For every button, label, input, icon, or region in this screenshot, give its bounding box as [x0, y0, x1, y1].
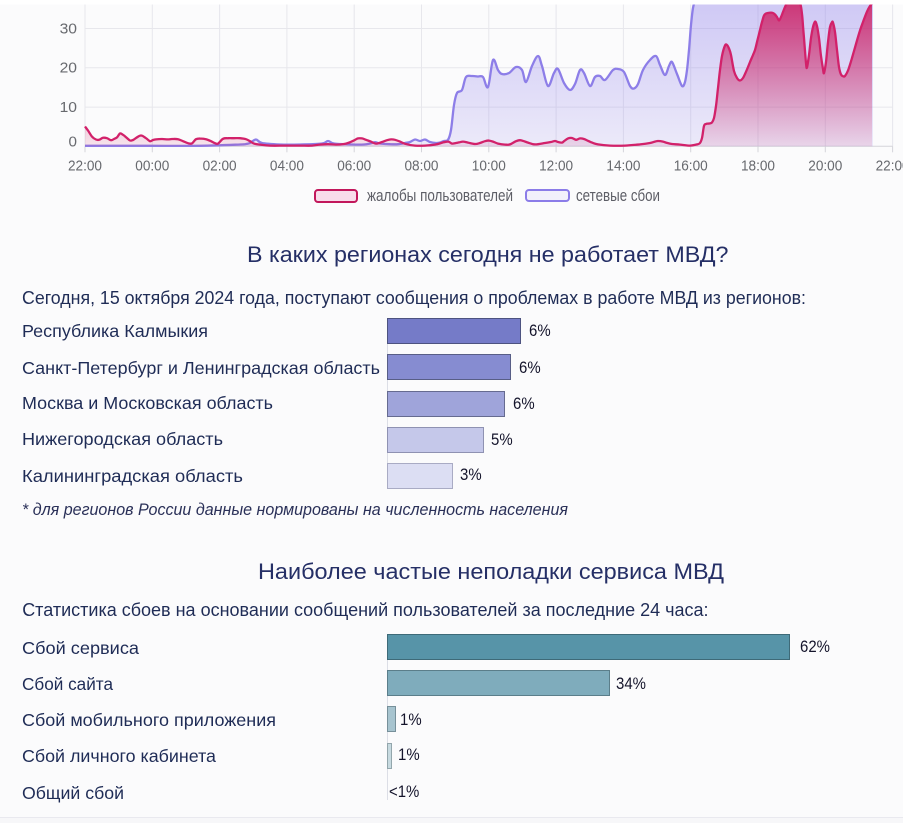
svg-text:12:00: 12:00	[539, 157, 573, 174]
svg-text:10: 10	[60, 99, 77, 116]
svg-text:18:00: 18:00	[741, 157, 775, 174]
svg-text:02:00: 02:00	[203, 157, 237, 174]
svg-text:20:00: 20:00	[808, 157, 842, 174]
svg-text:00:00: 00:00	[135, 157, 169, 174]
svg-text:08:00: 08:00	[405, 157, 439, 174]
svg-text:22:00: 22:00	[68, 157, 102, 174]
svg-text:22:00: 22:00	[876, 157, 903, 174]
svg-text:30: 30	[60, 20, 77, 37]
svg-text:14:00: 14:00	[606, 157, 640, 174]
svg-text:04:00: 04:00	[270, 157, 304, 174]
svg-text:06:00: 06:00	[337, 157, 371, 174]
svg-text:0: 0	[69, 134, 77, 151]
svg-text:10:00: 10:00	[472, 157, 506, 174]
svg-text:16:00: 16:00	[674, 157, 708, 174]
svg-text:20: 20	[60, 60, 77, 77]
